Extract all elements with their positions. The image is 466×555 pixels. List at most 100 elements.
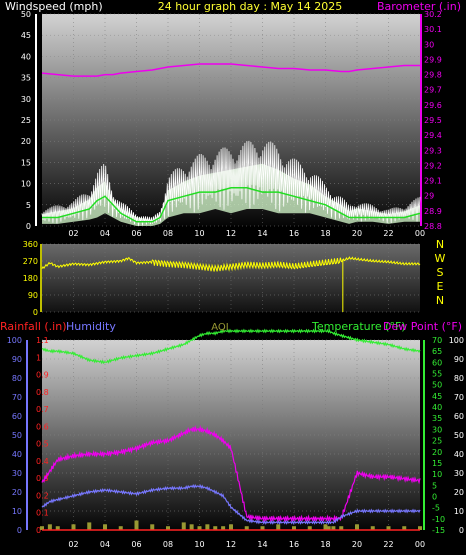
humidity-tick-label: 10 bbox=[12, 507, 22, 516]
temperature-tick-label: 25 bbox=[432, 437, 442, 446]
compass-label: E bbox=[437, 280, 444, 293]
humidity-axis-title: Humidity bbox=[66, 320, 116, 333]
x-tick-label: 20 bbox=[352, 229, 362, 238]
wind-barometer-chart bbox=[41, 63, 421, 226]
x-tick-label: 16 bbox=[289, 540, 299, 549]
aqi-bar bbox=[134, 520, 139, 530]
windspeed-average-line bbox=[42, 187, 421, 223]
humidity-line bbox=[41, 484, 421, 525]
temperature-tick-label: 50 bbox=[432, 381, 442, 390]
dewpoint-percent-tick-label: 50 bbox=[454, 431, 464, 440]
humidity-tick-label: 100 bbox=[7, 336, 22, 345]
barometer-tick-label: 29.8 bbox=[424, 71, 442, 80]
aqi-bar bbox=[213, 526, 218, 530]
x-tick-label: 22 bbox=[383, 229, 393, 238]
aqi-bar bbox=[323, 524, 328, 530]
aqi-bar bbox=[331, 526, 336, 530]
aqi-bar bbox=[197, 526, 202, 530]
rainfall-tick-label: 0.3 bbox=[36, 474, 49, 483]
x-tick-label: 22 bbox=[383, 540, 393, 549]
direction-tick-label: 90 bbox=[28, 291, 38, 300]
rainfall-tick-label: 1 bbox=[36, 353, 41, 362]
x-tick-label: 00 bbox=[415, 540, 425, 549]
temperature-tick-label: 35 bbox=[432, 414, 442, 423]
x-tick-label: 20 bbox=[352, 540, 362, 549]
barometer-tick-label: 29.6 bbox=[424, 101, 442, 110]
rainfall-tick-label: 0.6 bbox=[36, 422, 49, 431]
aqi-bar bbox=[386, 526, 391, 530]
humidity-tick-label: 50 bbox=[12, 431, 22, 440]
aqi-bar bbox=[355, 524, 359, 530]
dewpoint-percent-tick-label: 90 bbox=[454, 355, 464, 364]
rainfall-tick-label: 0.5 bbox=[36, 440, 49, 449]
windspeed-tick-label: 0 bbox=[26, 222, 31, 231]
aqi-bar bbox=[339, 526, 344, 530]
barometer-tick-label: 29 bbox=[424, 192, 434, 201]
temperature-tick-label: 45 bbox=[432, 392, 442, 401]
x-tick-label: 08 bbox=[163, 540, 173, 549]
rainfall-axis-title: Rainfall (.in) bbox=[0, 320, 67, 333]
temperature-line bbox=[41, 328, 421, 365]
compass-label: W bbox=[435, 252, 446, 265]
aqi-bar bbox=[402, 526, 407, 530]
x-tick-label: 08 bbox=[163, 229, 173, 238]
humidity-tick-label: 30 bbox=[12, 469, 22, 478]
temperature-tick-label: 40 bbox=[432, 403, 442, 412]
aqi-bar bbox=[205, 524, 210, 530]
x-tick-label: 02 bbox=[68, 540, 78, 549]
windspeed-tick-label: 40 bbox=[21, 52, 31, 61]
x-tick-label: 10 bbox=[194, 229, 204, 238]
compass-label: S bbox=[437, 266, 444, 279]
temperature-tick-label: 20 bbox=[432, 448, 442, 457]
aqi-bar bbox=[150, 524, 155, 530]
dew-point-line bbox=[41, 424, 421, 523]
rainfall-tick-label: 0.7 bbox=[36, 405, 49, 414]
x-tick-label: 06 bbox=[131, 540, 141, 549]
windspeed-tick-label: 50 bbox=[21, 10, 31, 19]
aqi-bar bbox=[166, 526, 170, 530]
windspeed-tick-label: 30 bbox=[21, 95, 31, 104]
wind-gust-band bbox=[42, 163, 420, 226]
humidity-tick-label: 80 bbox=[12, 374, 22, 383]
aqi-bar bbox=[118, 526, 123, 530]
barometer-tick-label: 29.7 bbox=[424, 86, 442, 95]
aqi-bar bbox=[260, 526, 265, 530]
windspeed-tick-label: 10 bbox=[21, 180, 31, 189]
temperature-tick-label: -10 bbox=[432, 515, 445, 524]
rainfall-tick-label: 0.9 bbox=[36, 371, 49, 380]
windspeed-tick-label: 5 bbox=[26, 201, 31, 210]
aqi-bar bbox=[229, 524, 233, 530]
x-tick-label: 04 bbox=[100, 229, 110, 238]
rainfall-tick-label: 0.4 bbox=[36, 457, 49, 466]
compass-label: N bbox=[436, 238, 444, 251]
humidity-temperature-chart bbox=[40, 328, 422, 531]
x-tick-label: 10 bbox=[194, 540, 204, 549]
windspeed-tick-label: 20 bbox=[21, 137, 31, 146]
axes bbox=[26, 14, 425, 530]
x-tick-label: 00 bbox=[415, 229, 425, 238]
aqi-bar bbox=[103, 524, 107, 530]
windspeed-axis-title: Windspeed (mph) bbox=[5, 0, 103, 13]
windspeed-tick-label: 15 bbox=[21, 158, 31, 167]
x-tick-label: 02 bbox=[68, 229, 78, 238]
barometer-tick-label: 30.2 bbox=[424, 10, 442, 19]
temperature-axis-title: Temperature (°F) bbox=[311, 320, 406, 333]
temperature-tick-label: 0 bbox=[432, 492, 437, 501]
compass-label: N bbox=[436, 294, 444, 307]
barometer-tick-label: 30.1 bbox=[424, 25, 442, 34]
aqi-bar bbox=[370, 526, 375, 530]
x-tick-label: 12 bbox=[226, 229, 236, 238]
humidity-tick-label: 40 bbox=[12, 450, 22, 459]
rainfall-tick-label: 0.8 bbox=[36, 388, 49, 397]
temperature-tick-label: 60 bbox=[432, 358, 442, 367]
dewpoint-percent-tick-label: 100 bbox=[449, 336, 464, 345]
x-tick-label: 14 bbox=[257, 540, 267, 549]
barometer-tick-label: 28.8 bbox=[424, 222, 442, 231]
windspeed-line bbox=[41, 140, 421, 226]
rainfall-tick-label: 1.1 bbox=[36, 336, 49, 345]
dewpoint-percent-tick-label: 20 bbox=[454, 488, 464, 497]
humidity-tick-label: 20 bbox=[12, 488, 22, 497]
x-tick-label: 18 bbox=[320, 229, 330, 238]
